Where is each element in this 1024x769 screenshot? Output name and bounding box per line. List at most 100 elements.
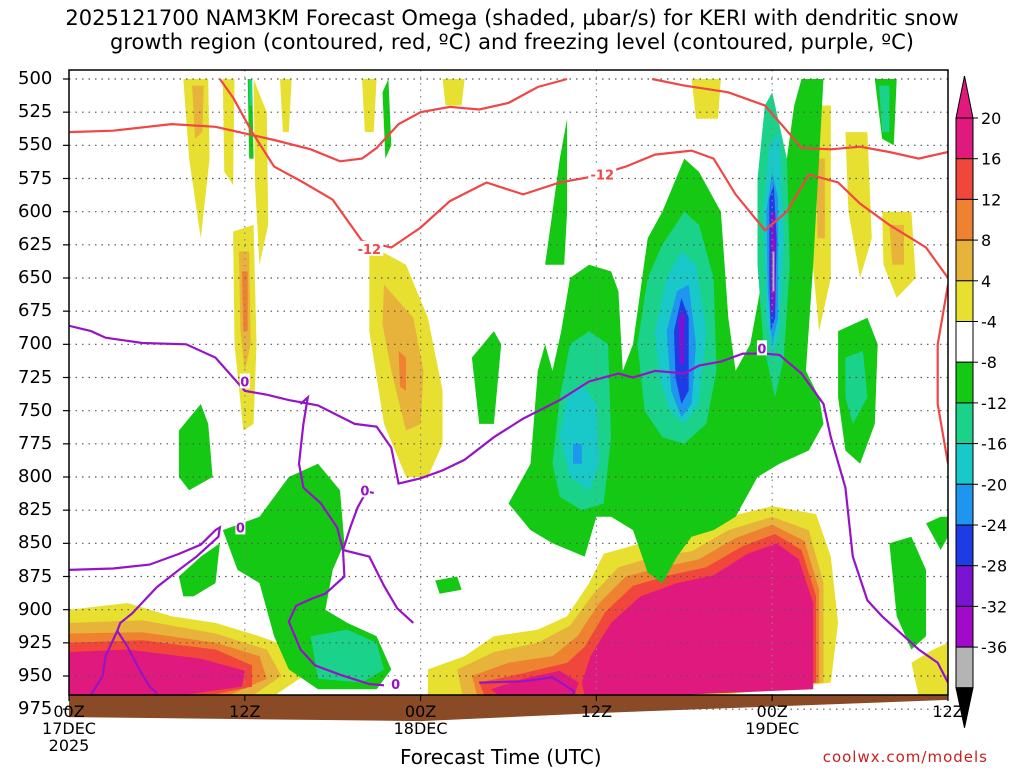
colorbar-bin	[955, 524, 974, 567]
omega-region--24	[678, 311, 685, 365]
colorbar-label: 4	[981, 272, 991, 291]
colorbar-label: -20	[981, 475, 1007, 494]
colorbar-label: -36	[981, 638, 1007, 657]
y-tick-label: 600	[18, 200, 53, 222]
omega-region-8	[889, 224, 904, 265]
plot-frame	[63, 69, 949, 710]
freezing-level-label: 0	[236, 521, 245, 536]
colorbar-label: -24	[981, 516, 1007, 535]
omega-region-4	[691, 79, 721, 119]
colorbar-bin	[955, 198, 974, 241]
omega-region-20	[490, 670, 579, 695]
omega-region-12	[398, 351, 406, 391]
omega-region--4	[382, 79, 392, 159]
omega-region-12	[241, 271, 248, 332]
omega-region--4	[178, 404, 213, 491]
x-axis-title: Forecast Time (UTC)	[400, 745, 602, 769]
y-tick-label: 525	[18, 101, 53, 123]
y-tick-label: 950	[18, 665, 53, 686]
dgz-contour-upper-branch	[651, 77, 948, 160]
omega-region--16	[573, 443, 582, 464]
freezing-level-label: 0	[240, 375, 249, 390]
colorbar-bin	[955, 402, 974, 445]
source-credit: coolwx.com/models	[822, 748, 988, 766]
y-tick-label: 550	[18, 134, 53, 156]
omega-region--4	[435, 576, 462, 594]
colorbar-label: -16	[981, 435, 1007, 454]
y-tick-label: 925	[18, 631, 53, 653]
x-tick-label: 00Z 18DEC	[393, 702, 448, 738]
freezing-level-contour-bottom	[479, 676, 576, 695]
omega-region--4	[926, 516, 948, 550]
freezing-level-label: 0	[360, 484, 369, 499]
contour-layer: -12 -12 0 0 0 0 0	[69, 77, 948, 695]
omega-region--8	[249, 79, 253, 106]
terrain-layer	[69, 695, 948, 722]
omega-region-4	[911, 642, 948, 695]
omega-region--4	[545, 118, 568, 265]
omega-region-4	[222, 79, 235, 186]
omega-region--4	[471, 331, 502, 424]
y-tick-label: 700	[18, 333, 53, 355]
colorbar-bottom-triangle	[955, 687, 974, 728]
y-tick-label: 850	[18, 532, 53, 554]
colorbar-label: 12	[981, 190, 1001, 209]
colorbar-label: -4	[981, 313, 997, 332]
colorbar-bin	[955, 361, 974, 404]
freezing-level-label: 0	[757, 342, 766, 357]
colorbar-label: 16	[981, 150, 1001, 169]
colorbar-label: -28	[981, 557, 1007, 576]
y-tick-label: 750	[18, 399, 53, 421]
freezing-level-contour-mid3	[342, 548, 415, 624]
x-tick-label: 12Z	[580, 702, 613, 721]
dgz-contour-label: -12	[591, 169, 615, 184]
y-tick-label: 900	[18, 598, 53, 620]
y-tick-label: 675	[18, 300, 53, 322]
omega-region--4	[178, 543, 220, 597]
omega-region--4	[247, 79, 254, 159]
colorbar-label: -32	[981, 597, 1007, 616]
chart-title-line-1: 2025121700 NAM3KM Forecast Omega (shaded…	[65, 6, 959, 30]
omega-region-4	[253, 79, 269, 265]
freezing-level-contour-lower-b	[89, 630, 119, 695]
colorbar-bin	[955, 280, 974, 322]
omega-region--8	[845, 351, 868, 424]
contour-label-bg	[235, 519, 246, 535]
y-tick-label: 725	[18, 366, 53, 388]
colorbar-bin	[955, 321, 974, 363]
omega-region-4	[183, 79, 210, 239]
freezing-level-contour-main	[69, 324, 948, 684]
colorbar-bin	[955, 646, 974, 689]
y-tick-label: 575	[18, 167, 53, 189]
dgz-contour-right-branch	[936, 284, 948, 464]
omega-region-20	[581, 543, 814, 695]
y-tick-label: 825	[18, 499, 53, 521]
contour-label-bg	[390, 675, 401, 691]
contour-label-bg	[588, 166, 617, 182]
x-tick-label: 12Z	[932, 702, 964, 721]
omega-region--8	[879, 85, 890, 133]
contour-label-bg	[239, 373, 250, 389]
colorbar-bin	[955, 158, 974, 200]
plot-border	[68, 69, 949, 696]
colorbar-label: 20	[981, 109, 1001, 128]
freezing-level-contour-middle	[287, 394, 385, 687]
y-tick-label: 800	[18, 466, 53, 487]
freezing-level-contour-lower	[69, 525, 222, 695]
colorbar-label: -8	[981, 353, 997, 372]
x-tick-label: 12Z	[229, 702, 261, 721]
colorbar: 20 16 12 8 4 -4 -8 -12 -16 -20 -24 -28 -32 -36	[955, 75, 1007, 728]
omega-region-4	[362, 79, 377, 133]
chart-title-line-2: growth region (contoured, red, ºC) and f…	[110, 30, 914, 54]
omega-region-4	[845, 132, 872, 278]
omega-region-20	[69, 649, 245, 695]
y-tick-label: 775	[18, 432, 53, 454]
contour-label-bg	[756, 340, 767, 356]
dgz-contour-top-branch	[69, 77, 568, 163]
colorbar-bin	[955, 239, 974, 282]
freezing-level-label: 0	[391, 678, 400, 693]
y-tick-label: 650	[18, 267, 53, 288]
contour-label-bg	[359, 482, 370, 498]
x-tick-label: 00Z 17DEC 2025	[42, 702, 96, 755]
